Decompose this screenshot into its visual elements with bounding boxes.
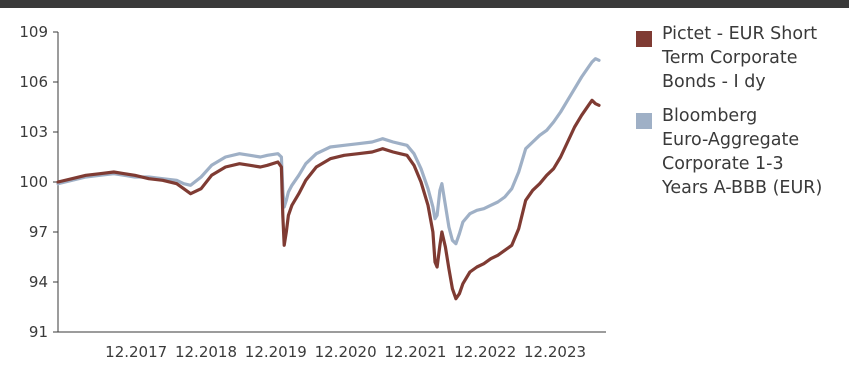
y-tick-label: 103 — [19, 123, 48, 141]
y-tick-label: 109 — [19, 23, 48, 41]
series-line-pictet — [56, 98, 601, 301]
x-tick-label: 12.2017 — [105, 343, 167, 361]
x-tick-label: 12.2022 — [454, 343, 516, 361]
legend-swatch-pictet — [636, 31, 652, 47]
legend-line: Term Corporate — [662, 48, 798, 68]
y-tick-label: 100 — [19, 173, 48, 191]
legend-line: Bloomberg — [662, 106, 758, 126]
series-line-bloomberg — [56, 57, 601, 246]
x-tick-label: 12.2020 — [315, 343, 377, 361]
legend-line: Bonds - I dy — [662, 72, 766, 92]
legend-item-bloomberg: Bloomberg Euro-Aggregate Corporate 1-3 Y… — [636, 104, 848, 200]
x-tick-label: 12.2018 — [175, 343, 237, 361]
legend-line: Pictet - EUR Short — [662, 24, 818, 44]
y-tick-label: 94 — [29, 273, 48, 291]
x-tick-label: 12.2021 — [384, 343, 446, 361]
legend-line: Corporate 1-3 — [662, 154, 784, 174]
y-tick-label: 97 — [29, 223, 48, 241]
x-tick-label: 12.2023 — [524, 343, 586, 361]
y-tick-label: 91 — [29, 323, 48, 341]
legend-item-pictet: Pictet - EUR Short Term Corporate Bonds … — [636, 22, 848, 94]
legend-line: Euro-Aggregate — [662, 130, 800, 150]
legend-line: Years A-BBB (EUR) — [662, 178, 823, 198]
y-tick-label: 106 — [19, 73, 48, 91]
legend: Pictet - EUR Short Term Corporate Bonds … — [636, 22, 848, 210]
top-bar — [0, 0, 849, 8]
x-tick-label: 12.2019 — [245, 343, 307, 361]
legend-swatch-bloomberg — [636, 113, 652, 129]
